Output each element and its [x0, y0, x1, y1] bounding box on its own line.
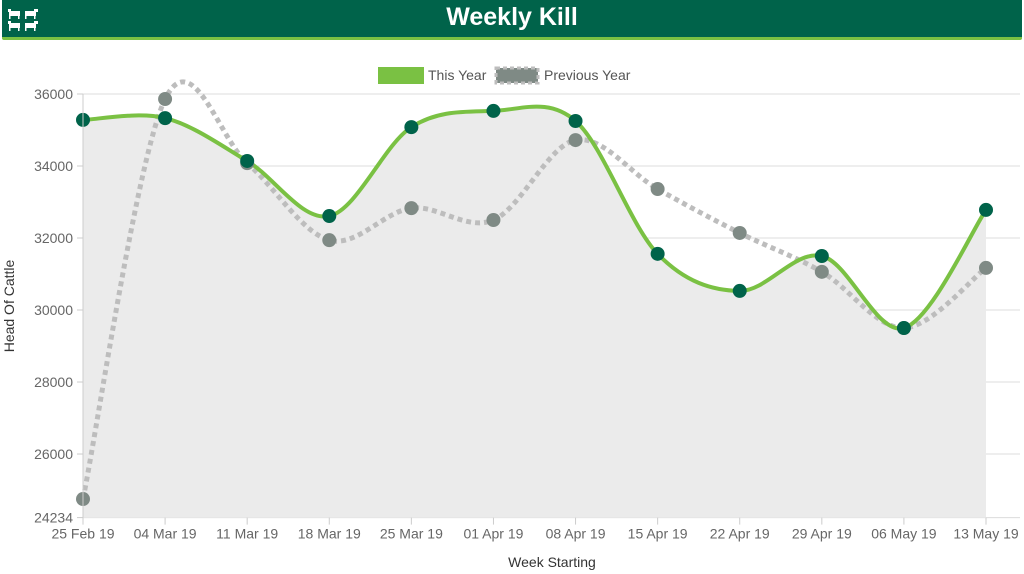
legend-label-previous-year: Previous Year [544, 67, 631, 83]
x-tick-label: 15 Apr 19 [628, 526, 688, 542]
this-year-point[interactable] [158, 111, 173, 126]
x-tick-label: 29 Apr 19 [792, 526, 852, 542]
y-tick-label: 24234 [34, 510, 73, 526]
x-tick-label: 22 Apr 19 [710, 526, 770, 542]
this-year-point[interactable] [732, 283, 747, 298]
y-axis-label: Head Of Cattle [1, 259, 17, 352]
x-tick-label: 13 May 19 [953, 526, 1019, 542]
previous-year-point[interactable] [814, 264, 829, 279]
y-tick-label: 32000 [34, 230, 73, 246]
page-title: Weekly Kill [446, 3, 578, 31]
this-year-point[interactable] [486, 103, 501, 118]
x-tick-label: 18 Mar 19 [298, 526, 361, 542]
x-tick-label: 11 Mar 19 [216, 526, 278, 542]
x-tick-label: 06 May 19 [871, 526, 937, 542]
y-tick-label: 30000 [34, 302, 73, 318]
y-tick-label: 26000 [34, 446, 73, 462]
this-year-point[interactable] [404, 120, 419, 135]
legend: This Year Previous Year [378, 66, 631, 85]
this-year-point[interactable] [814, 249, 829, 264]
previous-year-point[interactable] [404, 201, 419, 216]
this-year-point[interactable] [979, 202, 993, 217]
x-tick-label: 25 Feb 19 [51, 526, 114, 542]
previous-year-point[interactable] [732, 225, 747, 240]
this-year-point[interactable] [896, 321, 911, 336]
x-tick-label: 04 Mar 19 [134, 526, 197, 542]
legend-label-this-year: This Year [428, 67, 487, 83]
header-bar: Weekly Kill [2, 0, 1022, 40]
x-tick-label: 01 Apr 19 [463, 526, 523, 542]
y-tick-label: 28000 [34, 374, 73, 390]
previous-year-point[interactable] [568, 133, 583, 148]
cattle-icon [8, 9, 38, 31]
x-tick-label: 25 Mar 19 [380, 526, 443, 542]
x-axis-label: Week Starting [508, 554, 596, 570]
legend-item-this-year[interactable]: This Year [378, 67, 487, 84]
this-year-point[interactable] [568, 114, 583, 129]
this-year-area [83, 106, 986, 518]
y-tick-label: 36000 [34, 86, 73, 102]
previous-year-point[interactable] [486, 213, 501, 228]
previous-year-point[interactable] [650, 182, 665, 197]
y-tick-label: 34000 [34, 158, 73, 174]
previous-year-point[interactable] [322, 233, 337, 248]
legend-item-previous-year[interactable]: Previous Year [494, 66, 631, 85]
previous-year-point[interactable] [158, 92, 173, 107]
previous-year-point[interactable] [979, 260, 993, 275]
x-tick-label: 08 Apr 19 [546, 526, 606, 542]
this-year-point[interactable] [322, 209, 337, 224]
this-year-point[interactable] [240, 153, 255, 168]
this-year-point[interactable] [650, 246, 665, 261]
